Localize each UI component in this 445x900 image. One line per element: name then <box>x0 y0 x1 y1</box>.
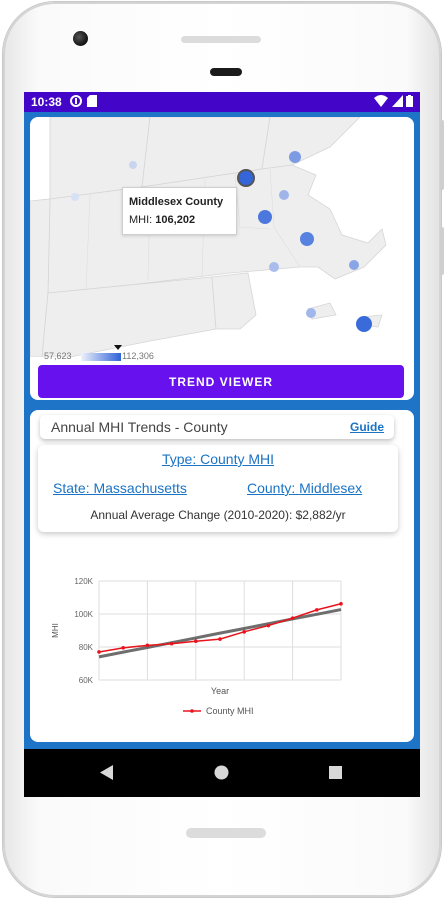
series-line-county-mhi <box>98 603 342 653</box>
tooltip-metric-value: 106,202 <box>155 214 196 226</box>
status-time: 10:38 <box>31 95 62 109</box>
y-tick-label: 100K <box>74 610 93 619</box>
county-marker[interactable] <box>129 161 137 169</box>
type-selector[interactable]: Type: County MHI <box>161 451 275 467</box>
county-marker[interactable] <box>258 210 272 224</box>
state-selector[interactable]: State: Massachusetts <box>53 480 187 496</box>
navigation-bar <box>24 749 420 797</box>
chart-y-axis-label: MHI <box>51 623 60 638</box>
bottom-speaker <box>186 828 266 838</box>
legend-max-value: 112,306 <box>122 351 154 361</box>
back-icon[interactable] <box>100 765 114 780</box>
y-tick-label: 80K <box>79 643 94 652</box>
tooltip-county-name: Middlesex County <box>129 196 224 208</box>
y-tick-label: 60K <box>79 676 94 685</box>
county-marker[interactable] <box>269 262 279 272</box>
county-marker[interactable] <box>300 232 314 246</box>
region-ri <box>211 272 257 330</box>
county-marker[interactable] <box>289 151 301 163</box>
state-value: Massachusetts <box>93 480 187 496</box>
data-point <box>145 643 150 648</box>
data-point <box>315 608 319 612</box>
tooltip-metric: MHI: 106,202 <box>129 214 195 226</box>
status-right-icons <box>374 95 413 109</box>
type-value: County MHI <box>200 451 275 467</box>
recents-icon[interactable] <box>329 766 342 779</box>
trend-title: Annual MHI Trends - County <box>51 419 228 435</box>
data-point <box>242 630 246 634</box>
map-card: Middlesex County MHI: 106,202 57,623 112… <box>30 117 414 400</box>
earpiece-speaker <box>210 68 242 76</box>
county-marker[interactable] <box>306 308 316 318</box>
county-markers[interactable] <box>71 151 372 332</box>
top-sensor-bar <box>181 36 261 43</box>
data-point <box>169 641 174 646</box>
legend-color-scale <box>81 353 121 361</box>
data-saver-icon <box>70 95 82 107</box>
county-marker[interactable] <box>71 193 79 201</box>
county-marker-middlesex[interactable] <box>237 169 255 187</box>
region-me <box>261 117 361 170</box>
county-marker[interactable] <box>349 260 359 270</box>
data-point <box>290 616 295 620</box>
guide-link[interactable]: Guide <box>349 420 384 434</box>
chart-legend: County MHI <box>183 706 254 716</box>
mhi-trend-chart: 60K 80K 100K 120K MHI Year County MHI <box>51 577 343 716</box>
chart-x-axis-label: Year <box>211 686 229 696</box>
data-point <box>121 646 125 650</box>
county-marker[interactable] <box>356 316 372 332</box>
home-icon[interactable] <box>214 765 229 780</box>
county-label: County <box>247 480 292 496</box>
county-value: Middlesex <box>299 480 363 496</box>
legend-marker-icon <box>114 345 122 350</box>
county-marker[interactable] <box>279 190 289 200</box>
legend-min-value: 57,623 <box>44 351 72 361</box>
legend-marker <box>190 709 194 713</box>
phone-screen: 10:38 <box>24 92 420 797</box>
front-camera <box>73 31 88 46</box>
annual-average-change: Annual Average Change (2010-2020): $2,88… <box>90 508 346 522</box>
county-selector[interactable]: County: Middlesex <box>247 480 363 496</box>
type-label: Type <box>161 451 193 467</box>
chart-grid <box>98 580 342 681</box>
trend-line <box>98 608 342 659</box>
wifi-icon <box>374 95 389 107</box>
trend-viewer-button[interactable]: TREND VIEWER <box>38 365 404 398</box>
battery-icon <box>406 95 413 107</box>
trend-card: Annual MHI Trends - County Guide Type: C… <box>30 410 414 742</box>
legend-label: County MHI <box>206 706 254 716</box>
signal-icon <box>391 95 403 107</box>
data-point <box>218 637 222 641</box>
trend-header: Annual MHI Trends - County Guide <box>40 415 394 439</box>
power-button <box>440 227 444 275</box>
data-point <box>97 650 101 654</box>
status-bar: 10:38 <box>24 92 420 112</box>
data-point <box>339 601 343 606</box>
y-tick-label: 120K <box>74 577 93 586</box>
county-map[interactable] <box>30 117 414 357</box>
trend-info-panel: Type: County MHI State: Massachusetts Co… <box>38 445 398 532</box>
sd-card-icon <box>87 95 97 107</box>
tooltip-metric-label: MHI: <box>129 214 153 226</box>
data-point <box>266 623 271 628</box>
state-label: State <box>53 480 86 496</box>
chart-y-ticks: 60K 80K 100K 120K <box>74 577 93 685</box>
chart-series <box>97 601 343 659</box>
county-tooltip: Middlesex County MHI: 106,202 <box>122 187 237 235</box>
data-point <box>194 639 198 644</box>
volume-button <box>440 120 444 190</box>
